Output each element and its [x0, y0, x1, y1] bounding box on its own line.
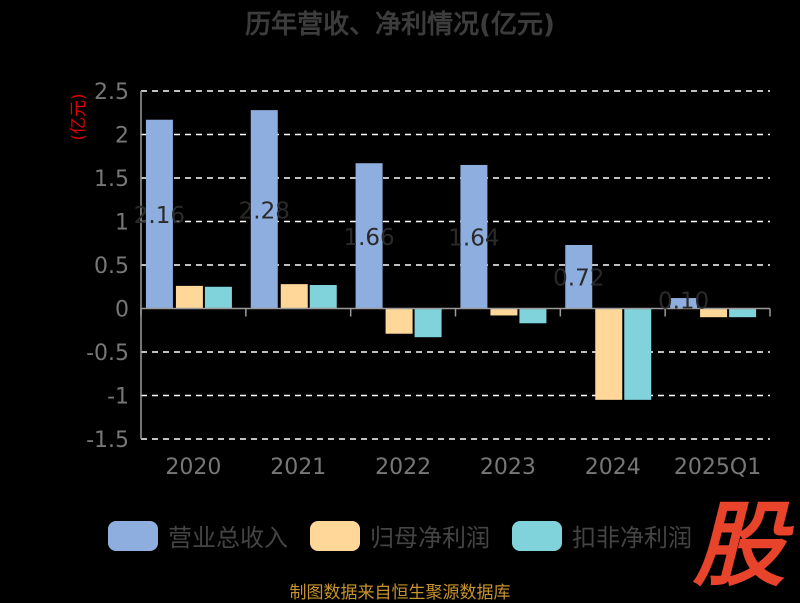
data-label-revenue: 1.66	[343, 225, 394, 251]
x-tick-label: 2025Q1	[674, 455, 761, 480]
legend-swatch-net-profit	[310, 520, 360, 551]
bar-net-profit	[175, 285, 203, 309]
bar-deducted-profit	[729, 308, 757, 318]
data-label-revenue: 0.10	[658, 289, 709, 315]
data-label-revenue: 1.64	[448, 226, 499, 252]
bar-deducted-profit	[309, 285, 337, 309]
legend-item-net-profit[interactable]: 归母净利润	[310, 518, 490, 553]
x-tick-label: 2021	[270, 455, 326, 480]
data-label-revenue: 2.28	[239, 198, 290, 224]
bar-net-profit	[595, 308, 623, 400]
bar-deducted-profit	[624, 308, 652, 400]
bar-revenue	[670, 298, 698, 309]
x-tick-label: 2020	[165, 455, 221, 480]
legend-label-net-profit: 归母净利润	[370, 524, 490, 552]
y-tick-label: -1	[107, 385, 129, 410]
bar-net-profit	[385, 308, 413, 334]
bar-net-profit	[700, 308, 728, 318]
data-source: 制图数据来自恒生聚源数据库	[289, 583, 511, 603]
y-tick-label: 1	[115, 211, 129, 236]
x-tick-label: 2023	[480, 455, 536, 480]
legend-swatch-revenue	[108, 520, 158, 551]
y-tick-label: 2	[115, 124, 129, 149]
y-axis-label: (亿元)	[69, 93, 89, 140]
bar-revenue	[355, 163, 383, 309]
x-tick-label: 2022	[375, 455, 431, 480]
data-label-revenue: 2.16	[134, 203, 185, 229]
bar-revenue	[250, 110, 278, 309]
x-tick-label: 2024	[585, 455, 641, 480]
y-tick-label: 0.5	[94, 254, 129, 279]
data-label-revenue: 0.72	[553, 266, 604, 292]
logo: 股	[693, 492, 786, 599]
y-tick-label: 1.5	[94, 167, 129, 192]
y-tick-label: -1.5	[86, 428, 129, 453]
bar-net-profit	[280, 284, 308, 309]
bar-revenue	[460, 164, 488, 309]
y-tick-label: -0.5	[86, 341, 129, 366]
legend-item-deducted-profit[interactable]: 扣非净利润	[512, 518, 692, 553]
bar-deducted-profit	[414, 308, 442, 338]
y-tick-label: 0	[115, 298, 129, 323]
legend-item-revenue[interactable]: 营业总收入	[108, 518, 288, 553]
legend-swatch-deducted-profit	[512, 520, 562, 551]
legend-label-revenue: 营业总收入	[168, 524, 288, 552]
bar-deducted-profit	[204, 286, 232, 309]
bar-revenue	[565, 244, 593, 309]
chart-title: 历年营收、净利情况(亿元)	[245, 10, 555, 40]
bar-revenue	[145, 119, 173, 309]
legend: 营业总收入 归母净利润 扣非净利润	[108, 518, 692, 553]
bar-deducted-profit	[519, 308, 547, 324]
bar-net-profit	[490, 308, 518, 316]
y-tick-label: 2.5	[94, 80, 129, 105]
legend-label-deducted-profit: 扣非净利润	[572, 524, 692, 552]
